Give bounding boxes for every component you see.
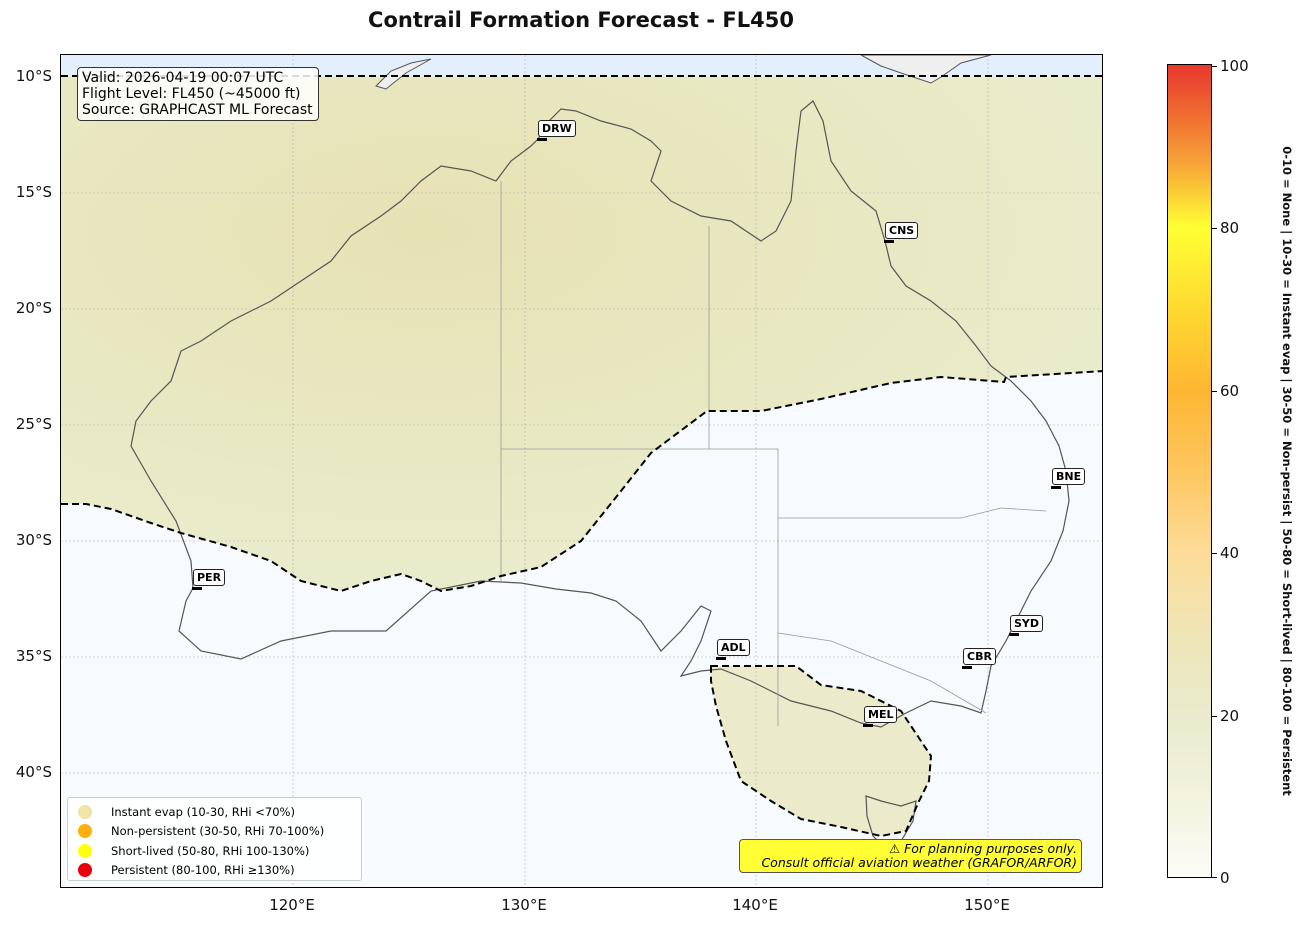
- contrail-region-north: [61, 77, 1102, 591]
- legend-item-short-lived: Short-lived (50-80, RHi 100-130%): [78, 841, 361, 861]
- circle-marker-icon: [78, 843, 92, 858]
- colorbar: [1167, 64, 1212, 878]
- x-tick-label: 150°E: [964, 896, 1010, 914]
- legend-item-instant-evap: Instant evap (10-30, RHi <70%): [78, 802, 361, 822]
- colorbar-tick-label: 40: [1220, 544, 1240, 562]
- airport-label: CNS: [885, 222, 919, 239]
- colorbar-tick-label: 100: [1220, 57, 1249, 75]
- airport-marker-icon: [537, 138, 547, 141]
- legend: Instant evap (10-30, RHi <70%) Non-persi…: [67, 797, 362, 881]
- contour-lines: [61, 75, 1102, 838]
- circle-marker-icon: [78, 824, 92, 839]
- contrail-region-south: [711, 666, 931, 836]
- chart-title: Contrail Formation Forecast - FL450: [368, 8, 794, 32]
- forecast-source: Source: GRAPHCAST ML Forecast: [82, 102, 313, 118]
- map-canvas: [61, 55, 1102, 887]
- colorbar-description: 0-10 = None | 10-30 = Instant evap | 30-…: [1280, 146, 1294, 796]
- x-tick-label: 130°E: [501, 896, 547, 914]
- colorbar-tick-label: 0: [1220, 869, 1230, 887]
- airport-label: PER: [193, 569, 226, 586]
- airport-marker-icon: [716, 657, 726, 660]
- colorbar-tick-label: 80: [1220, 219, 1240, 237]
- valid-time: Valid: 2026-04-19 00:07 UTC: [82, 70, 284, 86]
- colorbar-tick-mark: [1212, 716, 1217, 717]
- y-tick-label: 10°S: [15, 67, 52, 85]
- airport-label: ADL: [717, 639, 750, 656]
- airport-label: SYD: [1010, 615, 1044, 632]
- flight-level: Flight Level: FL450 (~45000 ft): [82, 86, 301, 102]
- disclaimer-line-2: Consult official aviation weather (GRAFO…: [761, 855, 1077, 870]
- airport-marker-icon: [863, 724, 873, 727]
- colorbar-tick-mark: [1212, 553, 1217, 554]
- colorbar-tick-mark: [1212, 228, 1217, 229]
- y-tick-label: 20°S: [15, 299, 52, 317]
- disclaimer-box: ⚠ For planning purposes only. Consult of…: [739, 839, 1082, 873]
- y-tick-label: 15°S: [15, 183, 52, 201]
- y-tick-label: 30°S: [15, 531, 52, 549]
- gridlines: [61, 55, 1102, 887]
- legend-item-persistent: Persistent (80-100, RHi ≥130%): [78, 861, 361, 881]
- circle-marker-icon: [78, 863, 92, 878]
- colorbar-tick-mark: [1212, 66, 1217, 67]
- circle-marker-icon: [78, 804, 92, 819]
- airport-label: DRW: [538, 120, 576, 137]
- ocean-north: [61, 55, 1102, 77]
- y-tick-label: 25°S: [15, 415, 52, 433]
- x-tick-label: 140°E: [732, 896, 778, 914]
- y-tick-label: 35°S: [15, 647, 52, 665]
- legend-label: Short-lived (50-80, RHi 100-130%): [111, 843, 310, 858]
- colorbar-tick-label: 60: [1220, 382, 1240, 400]
- australia-coastline: [130, 100, 1070, 728]
- airport-marker-icon: [962, 666, 972, 669]
- airport-marker-icon: [192, 587, 202, 590]
- timor-coastline: [375, 58, 432, 90]
- colorbar-tick-mark: [1212, 391, 1217, 392]
- airport-label: CBR: [963, 648, 996, 665]
- png-coastline: [860, 55, 992, 84]
- legend-label: Instant evap (10-30, RHi <70%): [111, 804, 295, 819]
- legend-item-non-persistent: Non-persistent (30-50, RHi 70-100%): [78, 822, 361, 842]
- y-tick-label: 40°S: [15, 763, 52, 781]
- legend-label: Persistent (80-100, RHi ≥130%): [111, 863, 295, 878]
- airport-marker-icon: [1009, 633, 1019, 636]
- forecast-info-box: Valid: 2026-04-19 00:07 UTC Flight Level…: [77, 67, 319, 121]
- x-tick-label: 120°E: [269, 896, 315, 914]
- disclaimer-line-1: ⚠ For planning purposes only.: [889, 841, 1077, 856]
- airport-marker-icon: [1051, 486, 1061, 489]
- airport-label: BNE: [1052, 468, 1086, 485]
- colorbar-tick-mark: [1212, 877, 1217, 878]
- legend-label: Non-persistent (30-50, RHi 70-100%): [111, 824, 325, 839]
- airport-label: MEL: [864, 706, 898, 723]
- map-plot-area[interactable]: [60, 54, 1103, 888]
- airport-marker-icon: [884, 240, 894, 243]
- colorbar-tick-label: 20: [1220, 707, 1240, 725]
